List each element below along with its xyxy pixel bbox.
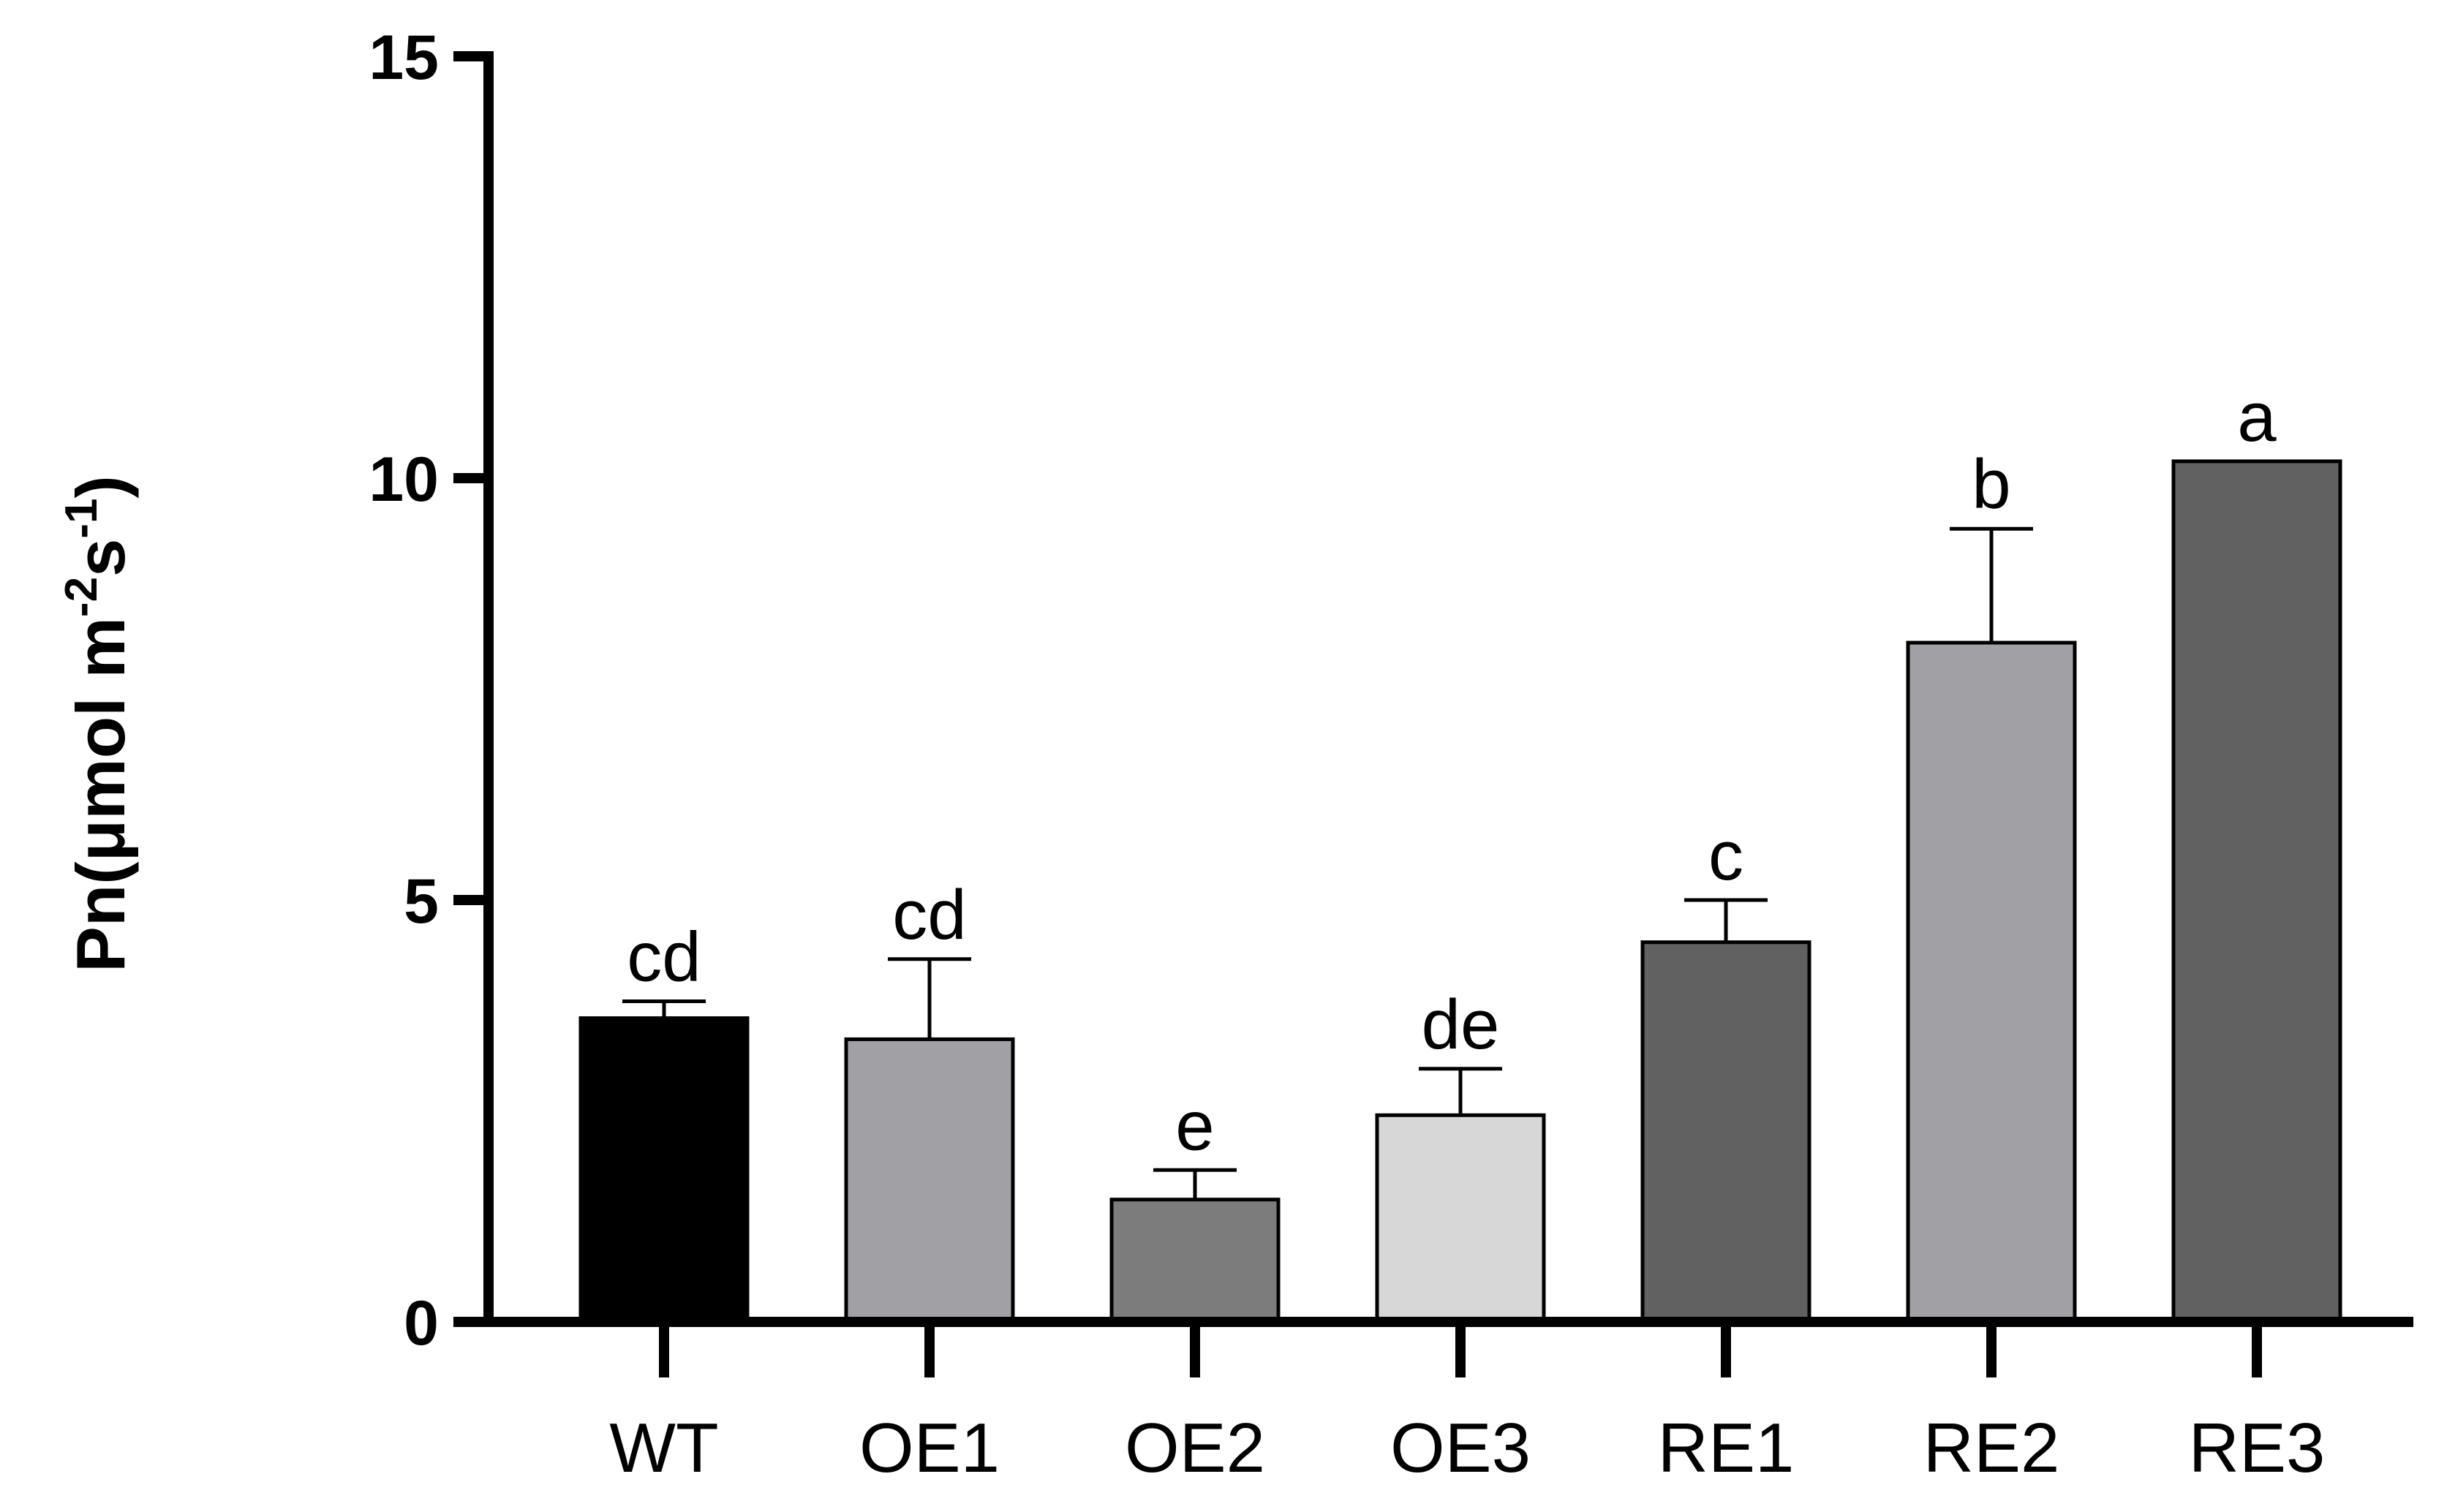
- x-tick-label-oe2: OE2: [1125, 1409, 1265, 1487]
- y-tick-label: 15: [369, 23, 439, 93]
- significance-label-oe1: cd: [892, 876, 966, 954]
- significance-label-re1: c: [1708, 817, 1743, 895]
- x-tick-label-wt: WT: [609, 1409, 718, 1487]
- bar-wt: [578, 1016, 750, 1324]
- significance-label-oe2: e: [1175, 1086, 1214, 1165]
- axes-group: [483, 51, 2413, 1327]
- significance-label-re3: a: [2237, 378, 2277, 456]
- y-axis-label: Pn(μmol m-2s-1): [56, 475, 139, 972]
- bar-oe1: [844, 1037, 1015, 1324]
- x-tick-label-re1: RE1: [1658, 1409, 1795, 1487]
- bar-re1: [1640, 940, 1811, 1324]
- bar-re2: [1906, 640, 2077, 1324]
- significance-labels-group: cd cd e de c b a: [627, 378, 2277, 1165]
- bars-group: [578, 459, 2342, 1324]
- bar-re3: [2171, 459, 2342, 1324]
- x-tick-label-oe1: OE1: [859, 1409, 1000, 1487]
- x-tick-label-oe3: OE3: [1390, 1409, 1531, 1487]
- y-tick-label: 10: [369, 445, 439, 515]
- significance-label-oe3: de: [1422, 986, 1500, 1064]
- y-axis-label-text: Pn(μmol m-2s-1): [56, 475, 139, 972]
- x-axis-ticks: WT OE1 OE2 OE3 RE1 RE2 RE3: [609, 1322, 2325, 1487]
- y-axis-ticks: 0 5 10 15: [369, 23, 489, 1358]
- x-tick-label-re2: RE2: [1923, 1409, 2060, 1487]
- y-tick-label: 5: [404, 866, 439, 937]
- significance-label-wt: cd: [627, 918, 701, 996]
- y-tick-label: 0: [404, 1288, 439, 1358]
- bar-oe3: [1375, 1113, 1546, 1324]
- x-tick-label-re3: RE3: [2189, 1409, 2326, 1487]
- significance-label-re2: b: [1972, 445, 2010, 523]
- error-bars-group: [622, 526, 2033, 1200]
- bar-oe2: [1109, 1198, 1281, 1324]
